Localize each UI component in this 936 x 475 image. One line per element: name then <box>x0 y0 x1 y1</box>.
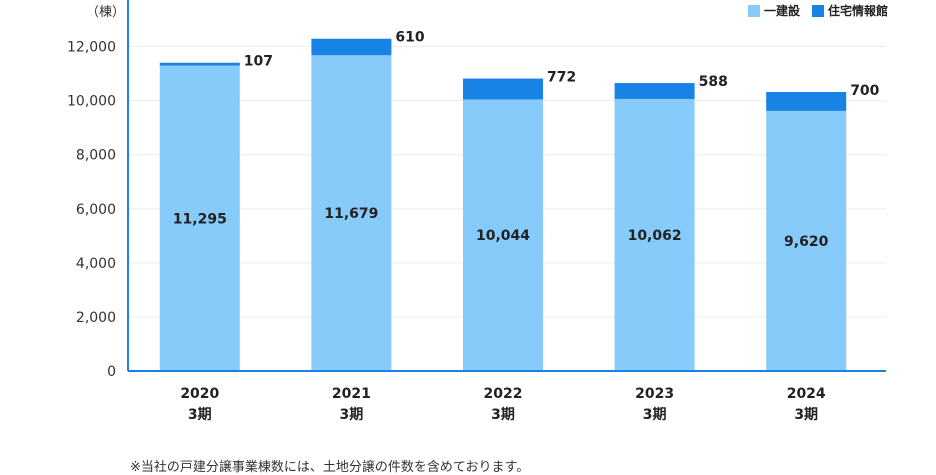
y-tick-label: 6,000 <box>76 202 116 218</box>
bar-segment-jutaku-johokan <box>311 38 392 56</box>
bar-segment-ichi-kensetsu <box>159 65 240 371</box>
bar-value-label: 9,620 <box>784 234 829 250</box>
legend-label-series-1: 一建設 <box>763 4 800 18</box>
footnote: ※当社の戸建分譲事業棟数には、土地分譲の件数を含めております。 <box>130 460 530 475</box>
bar-top-value-label: 588 <box>699 74 728 90</box>
legend-swatch-series-2 <box>811 4 824 17</box>
bar-value-label: 11,679 <box>324 206 378 222</box>
bar-segment-ichi-kensetsu <box>766 110 847 372</box>
y-axis-unit-label: （棟） <box>86 5 125 20</box>
x-tick-label-period: 3期 <box>643 407 667 423</box>
x-tick-label-period: 3期 <box>491 407 515 423</box>
x-tick-label-period: 3期 <box>794 407 818 423</box>
bar-segment-jutaku-johokan <box>614 83 695 99</box>
y-axis-ticks: 0 2,000 4,000 6,000 8,000 10,000 12,000 <box>67 40 116 380</box>
y-tick-label: 2,000 <box>76 310 116 326</box>
bar-segment-ichi-kensetsu <box>311 55 392 372</box>
y-tick-label: 8,000 <box>76 148 116 164</box>
bar-top-value-label: 107 <box>244 54 273 70</box>
x-tick-label-year: 2021 <box>332 386 371 402</box>
x-axis-labels: 2020 3期 2021 3期 2022 3期 2023 3期 2024 3期 <box>180 386 826 423</box>
bar-value-label: 11,295 <box>173 211 227 227</box>
bar-segment-jutaku-johokan <box>766 91 847 111</box>
bar-top-value-label: 700 <box>850 83 879 99</box>
x-tick-label-year: 2023 <box>635 386 674 402</box>
x-tick-label-period: 3期 <box>340 407 364 423</box>
bar-top-value-label: 610 <box>395 30 424 46</box>
bar-segment-jutaku-johokan <box>159 62 240 66</box>
legend-swatch-series-1 <box>747 4 760 17</box>
x-tick-label-year: 2020 <box>180 386 219 402</box>
bar-segment-jutaku-johokan <box>463 78 543 100</box>
y-tick-label: 10,000 <box>67 94 116 110</box>
y-tick-label: 12,000 <box>67 40 116 56</box>
bar-top-value-label: 772 <box>547 70 576 86</box>
bar-value-label: 10,062 <box>628 228 682 244</box>
bars: 11,295 107 11,679 610 10,044 772 10,062 588 9,62… <box>159 30 880 372</box>
legend: 一建設 住宅情報館 <box>747 2 888 19</box>
legend-item-series-2: 住宅情報館 <box>811 2 888 19</box>
bar-segment-ichi-kensetsu <box>614 98 695 371</box>
x-tick-label-year: 2022 <box>484 386 523 402</box>
y-tick-label: 4,000 <box>76 256 116 272</box>
x-tick-label-period: 3期 <box>188 407 212 423</box>
x-tick-label-year: 2024 <box>787 386 826 402</box>
y-tick-label: 0 <box>107 364 116 380</box>
bar-segment-ichi-kensetsu <box>463 99 543 371</box>
legend-label-series-2: 住宅情報館 <box>827 4 888 18</box>
legend-item-series-1: 一建設 <box>747 2 800 19</box>
bar-value-label: 10,044 <box>476 228 530 244</box>
